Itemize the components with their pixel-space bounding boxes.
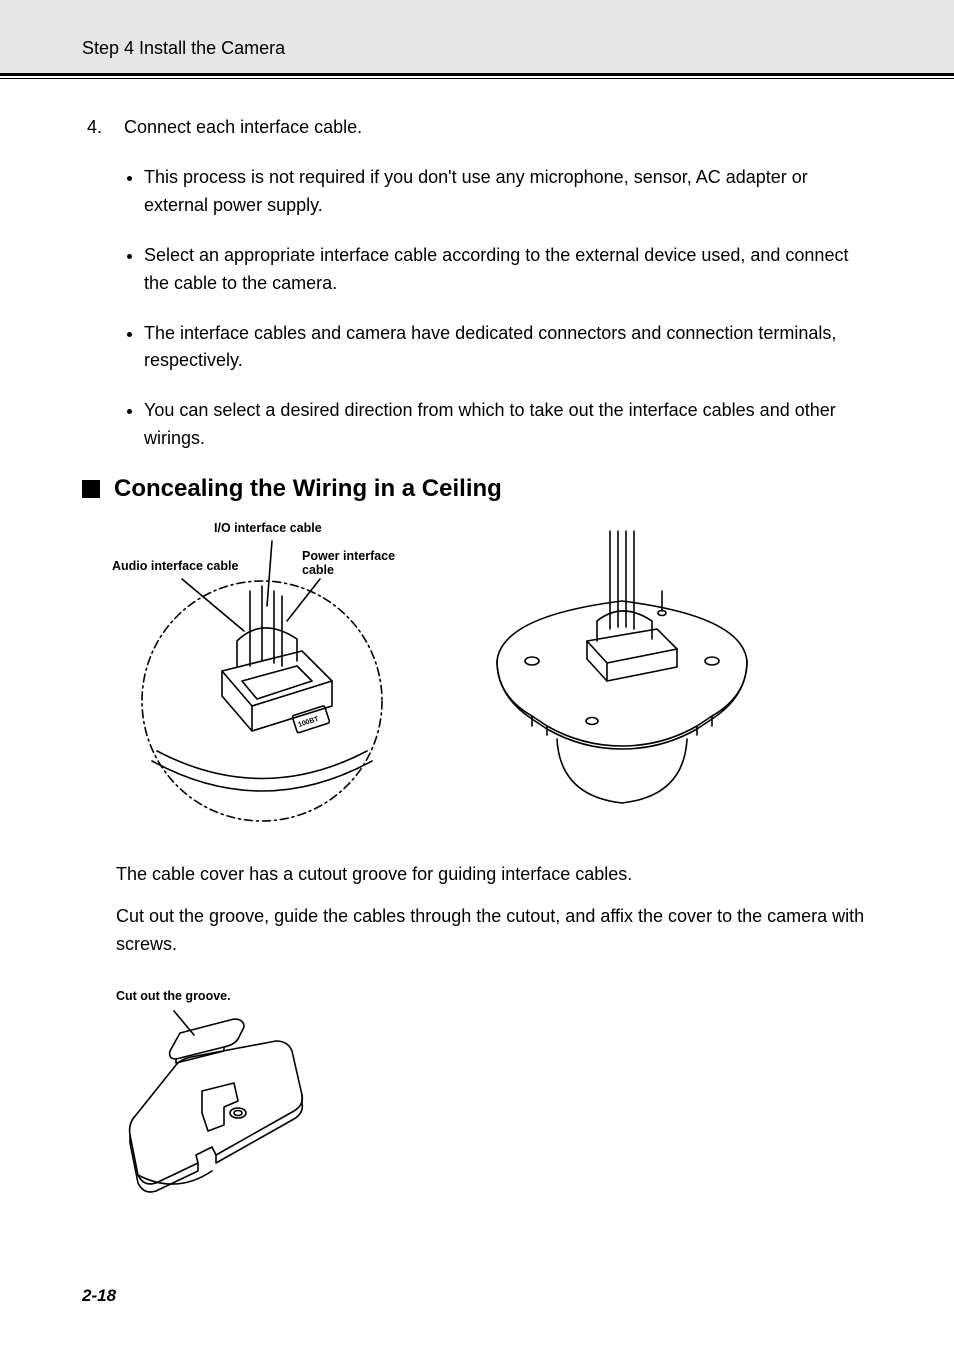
section-title: Concealing the Wiring in a Ceiling (114, 475, 502, 503)
square-bullet-icon (82, 480, 100, 498)
bullet-item: This process is not required if you don'… (144, 164, 872, 220)
step-number: 4. (82, 117, 102, 138)
section-heading: Concealing the Wiring in a Ceiling (82, 475, 872, 503)
page-number: 2-18 (82, 1286, 116, 1306)
body-para: Cut out the groove, guide the cables thr… (116, 903, 872, 959)
figure-3: Cut out the groove. (116, 989, 872, 1195)
bullet-list: This process is not required if you don'… (82, 164, 872, 453)
step-row: 4. Connect each interface cable. (82, 117, 872, 138)
content: 4. Connect each interface cable. This pr… (0, 79, 954, 1195)
header-rule-thick (0, 73, 954, 76)
figure-3-label: Cut out the groove. (116, 989, 872, 1003)
bullet-item: Select an appropriate interface cable ac… (144, 242, 872, 298)
label-power-cable-l2: cable (302, 563, 334, 577)
label-io-cable: I/O interface cable (214, 521, 322, 535)
label-audio-cable: Audio interface cable (112, 559, 238, 573)
figure-1: I/O interface cable Audio interface cabl… (102, 521, 422, 831)
header-band: Step 4 Install the Camera (0, 0, 954, 73)
bullet-item: You can select a desired direction from … (144, 397, 872, 453)
page: Step 4 Install the Camera 4. Connect eac… (0, 0, 954, 1352)
figure-2 (462, 521, 782, 831)
figure-3-svg (116, 1005, 316, 1195)
header-title: Step 4 Install the Camera (82, 38, 872, 59)
figure-row: I/O interface cable Audio interface cabl… (102, 521, 872, 831)
bullet-item: The interface cables and camera have ded… (144, 320, 872, 376)
body-para: The cable cover has a cutout groove for … (116, 861, 872, 889)
label-power-cable-l1: Power interface (302, 549, 395, 563)
figure-2-svg (462, 521, 782, 831)
step-text: Connect each interface cable. (124, 117, 362, 138)
